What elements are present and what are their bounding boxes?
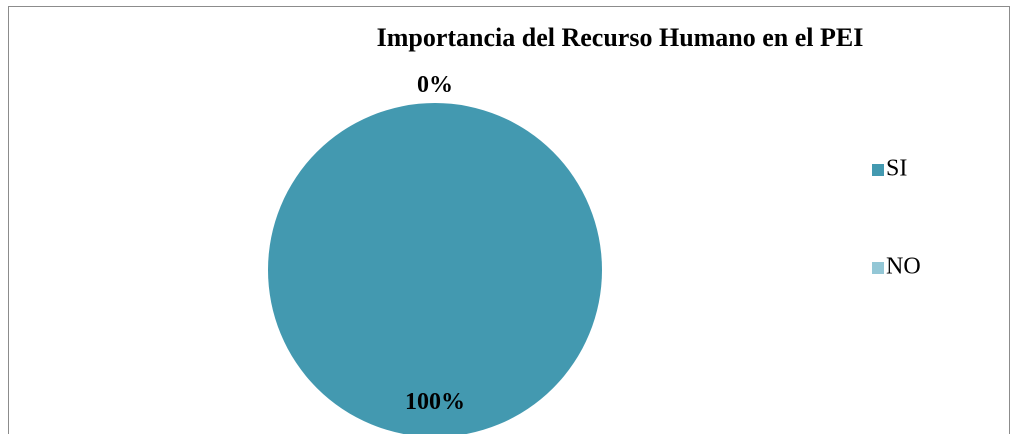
legend-swatch [872, 262, 884, 274]
legend-swatch [872, 164, 884, 176]
data-label: 100% [405, 389, 465, 415]
pie-slice [268, 103, 602, 434]
legend-label: NO [886, 254, 921, 280]
chart-title: Importancia del Recurso Humano en el PEI [377, 23, 864, 52]
legend-label: SI [886, 156, 907, 182]
data-label: 0% [417, 72, 453, 98]
